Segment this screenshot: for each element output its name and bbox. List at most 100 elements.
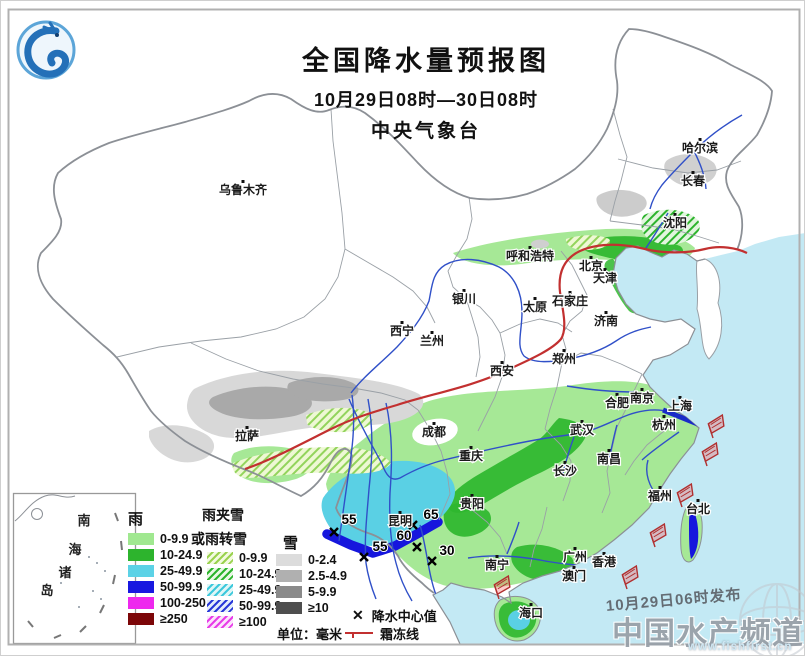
city-dot: [495, 555, 499, 558]
precip-center-value: 30: [439, 543, 454, 558]
city-label: 天津: [593, 270, 617, 285]
city-dot: [698, 138, 702, 141]
city-dot: [241, 180, 245, 183]
precipitation-areas: [149, 154, 717, 589]
rivers: [338, 114, 743, 622]
precip-center-x-icon: [329, 527, 339, 537]
precip-center-value: 55: [372, 539, 388, 554]
city-label: 台北: [686, 501, 710, 516]
typhoon-flag-icon: [621, 564, 639, 590]
precip-center-value: 55: [341, 512, 357, 527]
city-label: 香港: [591, 554, 617, 569]
city-label: 沈阳: [663, 215, 687, 230]
city-label: 石家庄: [551, 293, 588, 308]
korea-peninsula: [695, 258, 723, 360]
city-label: 海口: [519, 605, 543, 620]
city-label: 长沙: [553, 463, 577, 478]
city-dot: [589, 256, 593, 259]
city-dot: [573, 547, 577, 550]
city-dot: [533, 297, 537, 300]
precip-center-x-icon: [427, 556, 437, 566]
city-dot: [696, 499, 700, 502]
city-label: 哈尔滨: [682, 140, 718, 155]
city-dot: [245, 426, 249, 429]
city-label: 成都: [422, 424, 446, 439]
city-dot: [604, 311, 608, 314]
precip-center-x-icon: [359, 552, 369, 562]
city-label: 武汉: [570, 422, 595, 437]
city-label: 西安: [490, 363, 514, 378]
forecast-period: 10月29日08时—30日08时: [313, 90, 539, 110]
city-dot: [662, 415, 666, 418]
city-dot: [563, 461, 567, 464]
city-label: 上海: [668, 398, 692, 413]
inset-sea-name-char: 岛: [40, 583, 53, 598]
city-label: 乌鲁木齐: [219, 182, 268, 197]
brand-watermark: 中国水产频道: [612, 616, 804, 651]
city-dot: [673, 213, 677, 216]
city-dot: [529, 603, 533, 606]
city-label: 太原: [523, 299, 547, 314]
city-dot: [469, 446, 473, 449]
frost-line: [244, 243, 748, 471]
precip-center-x-icon: [408, 520, 418, 530]
precip-centers: 55 65 60 55 30: [329, 506, 456, 566]
city-label: 拉萨: [235, 428, 259, 443]
city-dot: [568, 291, 572, 294]
city-dot: [430, 331, 434, 334]
taiwan-island: [680, 505, 703, 563]
city-label: 杭州: [652, 417, 676, 432]
typhoon-flag-icon: [701, 441, 719, 467]
city-label: 北京: [579, 258, 603, 273]
typhoon-flag-icon: [676, 482, 694, 508]
city-dot: [602, 552, 606, 555]
city-label: 合肥: [605, 395, 629, 410]
map-title: 全国降水量预报图: [302, 46, 550, 76]
precip-center-value: 60: [396, 528, 411, 543]
national-border: [37, 28, 773, 594]
city-label: 福州: [647, 488, 672, 503]
city-label: 银川: [452, 291, 476, 306]
city-label: 长春: [681, 173, 706, 188]
city-label: 兰州: [420, 333, 444, 348]
typhoon-flag-icon: [493, 574, 511, 600]
city-label: 西宁: [390, 323, 414, 338]
city-label: 郑州: [552, 351, 576, 366]
city-label: 南宁: [485, 557, 509, 572]
city-dot: [462, 289, 466, 292]
city-label: 昆明: [388, 514, 412, 528]
inset-sea-name-char: 诸: [58, 565, 71, 580]
channel-logo: [14, 18, 78, 82]
city-dot: [500, 361, 504, 364]
city-label: 济南: [594, 313, 618, 328]
city-label: 南京: [630, 390, 654, 405]
city-dot: [580, 420, 584, 423]
city-dot: [562, 349, 566, 352]
city-dot: [603, 268, 607, 271]
city-label: 澳门: [562, 568, 586, 583]
typhoon-flags: [493, 413, 725, 600]
city-label: 呼和浩特: [506, 248, 554, 263]
typhoon-flag-icon: [649, 522, 667, 548]
city-dot: [400, 321, 404, 324]
precip-center-x-icon: [412, 542, 422, 552]
typhoon-flag-icon: [707, 413, 725, 439]
globe-watermark-icon: [739, 583, 804, 655]
city-dot: [432, 422, 436, 425]
city-dot: [640, 388, 644, 391]
coastline: [432, 245, 706, 645]
city-label: 南昌: [597, 451, 621, 466]
inset-sea-name-char: 海: [68, 542, 81, 557]
inset-sea-name-char: 南: [77, 513, 90, 528]
hainan-island: [493, 595, 541, 642]
city-label: 重庆: [459, 448, 483, 463]
city-dot: [615, 393, 619, 396]
city-dot: [398, 511, 402, 514]
city-dot: [658, 486, 662, 489]
province-boundaries: [116, 108, 742, 568]
city-dot: [572, 566, 576, 569]
city-dot: [470, 494, 474, 497]
